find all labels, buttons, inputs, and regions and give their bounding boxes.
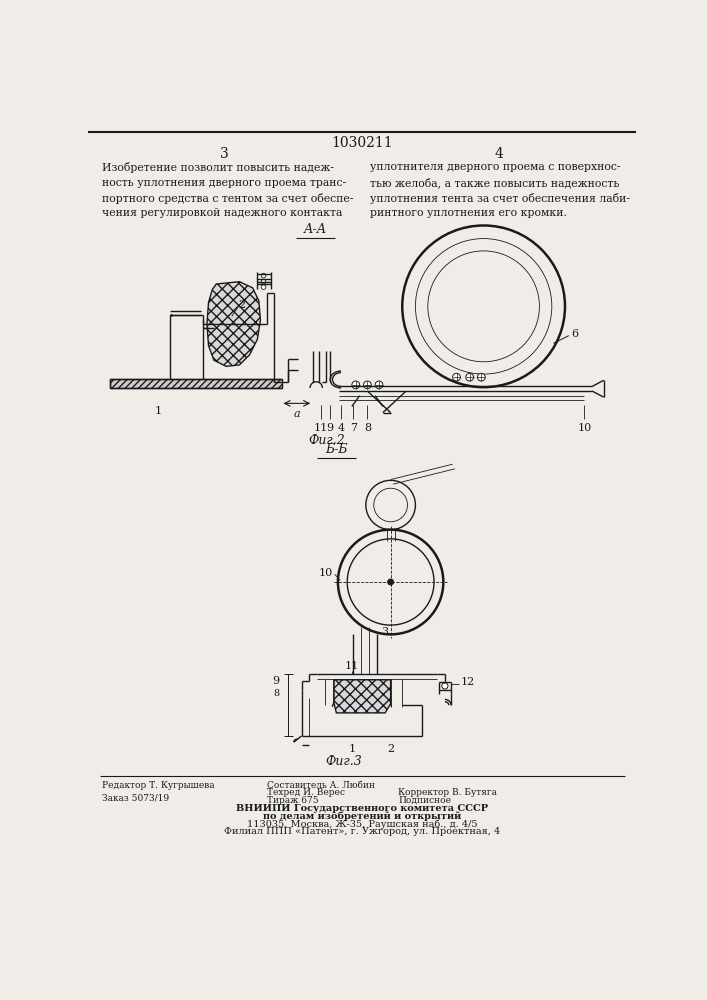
Text: 113035, Москва, Ж-35, Раушская наб., д. 4/5: 113035, Москва, Ж-35, Раушская наб., д. … — [247, 819, 477, 829]
Text: ВНИИПИ Государственного комитета СССР: ВНИИПИ Государственного комитета СССР — [236, 804, 488, 813]
Circle shape — [466, 373, 474, 381]
Text: 10: 10 — [318, 568, 332, 578]
Text: Изобретение позволит повысить надеж-
ность уплотнения дверного проема транс-
пор: Изобретение позволит повысить надеж- нос… — [103, 162, 354, 218]
Circle shape — [477, 373, 485, 381]
Text: 3: 3 — [221, 147, 229, 161]
Polygon shape — [110, 379, 282, 388]
Text: 10: 10 — [577, 423, 592, 433]
Text: Тираж 675: Тираж 675 — [267, 796, 318, 805]
Text: по делам изобретений и открытий: по делам изобретений и открытий — [263, 811, 461, 821]
Text: 2: 2 — [387, 744, 395, 754]
Circle shape — [261, 279, 266, 284]
Circle shape — [375, 381, 383, 389]
Text: Подписное: Подписное — [398, 796, 451, 805]
Circle shape — [261, 273, 266, 278]
Text: 2: 2 — [238, 300, 245, 310]
Circle shape — [452, 373, 460, 381]
Text: уплотнителя дверного проема с поверхнос-
тью желоба, а также повысить надежность: уплотнителя дверного проема с поверхнос-… — [370, 162, 630, 218]
Polygon shape — [334, 680, 391, 713]
Text: 4: 4 — [495, 147, 503, 161]
Text: 4: 4 — [337, 423, 344, 433]
Text: Составитель А. Любин: Составитель А. Любин — [267, 781, 375, 790]
Text: Редактор Т. Кугрышева
Заказ 5073/19: Редактор Т. Кугрышева Заказ 5073/19 — [103, 781, 215, 803]
Circle shape — [352, 381, 360, 389]
Text: 1: 1 — [349, 744, 356, 754]
Text: 7: 7 — [350, 423, 357, 433]
Circle shape — [261, 285, 266, 289]
Text: Филиал ППП «Патент», г. Ужгород, ул. Проектная, 4: Филиал ППП «Патент», г. Ужгород, ул. Про… — [224, 827, 500, 836]
Text: 1: 1 — [155, 406, 162, 416]
Circle shape — [387, 579, 394, 585]
Text: 11: 11 — [345, 661, 359, 671]
Text: Фиг.3: Фиг.3 — [326, 755, 363, 768]
Circle shape — [363, 381, 371, 389]
Text: 3: 3 — [381, 627, 388, 637]
Circle shape — [442, 683, 448, 689]
Text: 8: 8 — [274, 689, 280, 698]
Text: a: a — [293, 409, 300, 419]
Text: А-А: А-А — [304, 223, 327, 236]
Text: 6: 6 — [571, 329, 578, 339]
Text: Фиг.2: Фиг.2 — [309, 434, 346, 447]
Text: Техред И. Верес: Техред И. Верес — [267, 788, 344, 797]
Text: 9: 9 — [273, 676, 280, 686]
Text: 8: 8 — [364, 423, 371, 433]
Text: Корректор В. Бутяга: Корректор В. Бутяга — [398, 788, 498, 797]
Polygon shape — [207, 282, 260, 366]
Text: 12: 12 — [460, 677, 474, 687]
Text: 11: 11 — [314, 423, 328, 433]
Text: 9: 9 — [327, 423, 334, 433]
Text: 1030211: 1030211 — [331, 136, 393, 150]
Text: Б-Б: Б-Б — [325, 443, 348, 456]
